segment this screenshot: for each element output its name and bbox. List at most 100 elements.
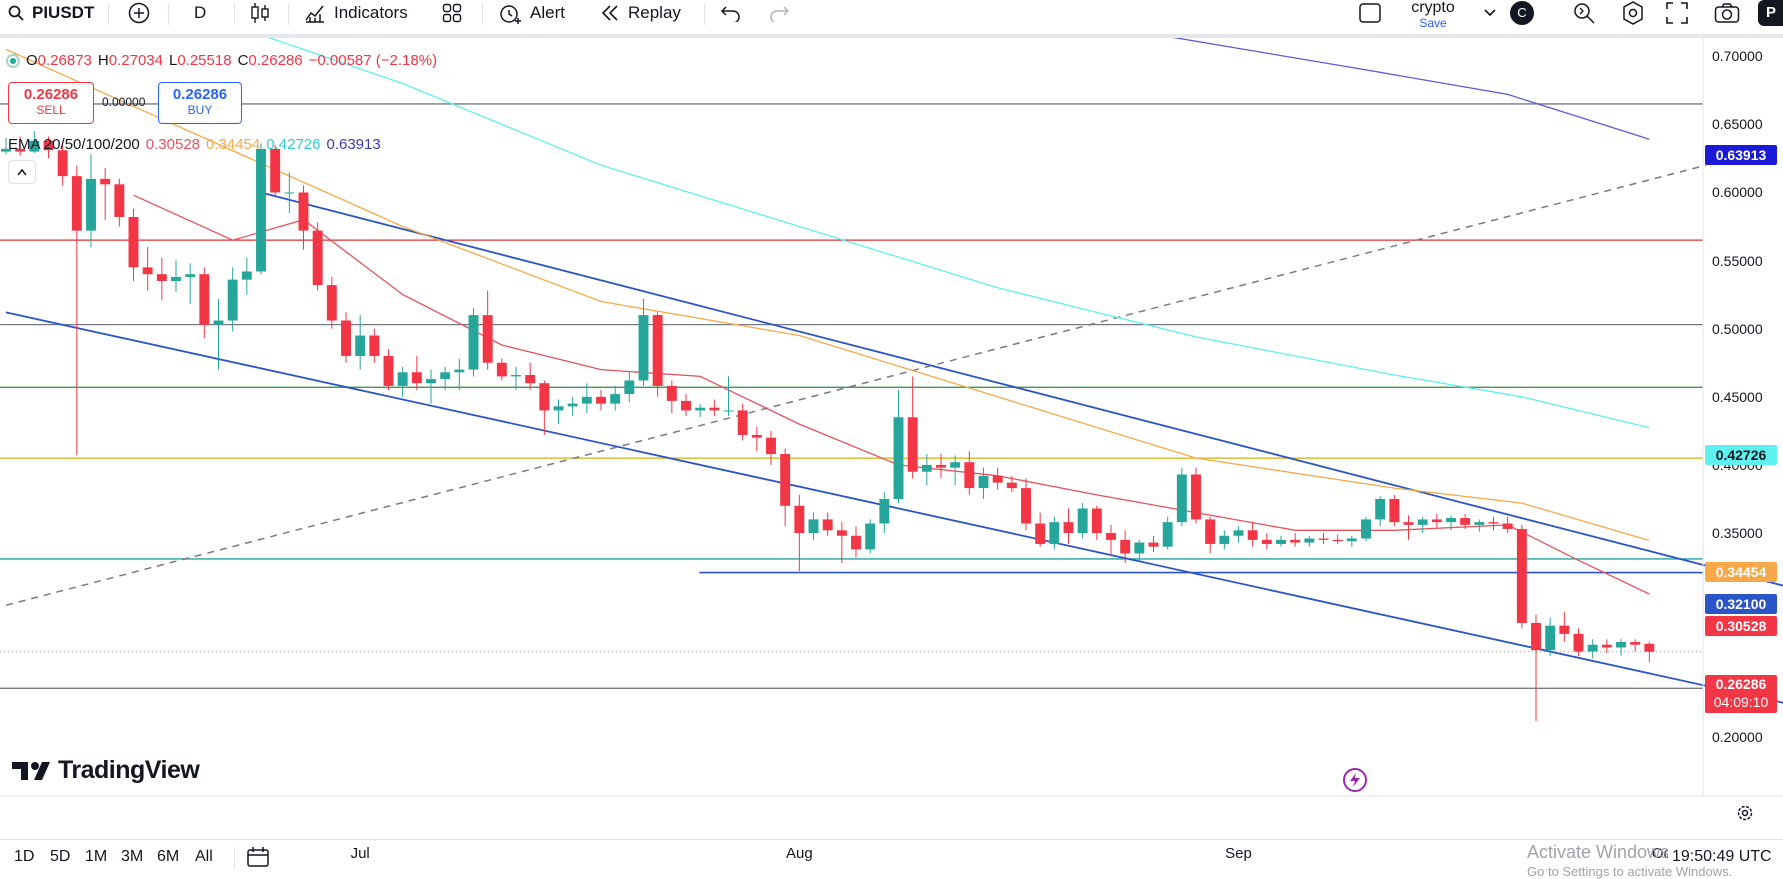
tradingview-logo[interactable]: TradingView — [12, 756, 200, 785]
go-to-date-button[interactable] — [246, 846, 270, 873]
fullscreen-button[interactable] — [1666, 0, 1688, 26]
candle-body — [1516, 528, 1527, 623]
divider — [168, 3, 169, 25]
replay-button[interactable]: Replay — [600, 0, 681, 26]
search-icon — [8, 5, 24, 21]
symbol-search[interactable]: PIUSDT — [8, 0, 94, 26]
chart-type-button[interactable] — [250, 0, 270, 26]
axis-settings-button[interactable] — [1736, 804, 1754, 827]
layouts-button[interactable] — [442, 0, 462, 26]
candle-body — [1531, 622, 1541, 651]
buy-button[interactable]: 0.26286 BUY — [158, 82, 242, 124]
candle-body — [737, 410, 748, 435]
candle-body — [128, 216, 139, 268]
candle-body — [978, 475, 989, 489]
candle-body — [1573, 633, 1584, 652]
price-axis-label: 0.55000 — [1712, 252, 1763, 269]
candle-body — [865, 523, 876, 550]
price-chart[interactable] — [0, 38, 1783, 828]
interval-button[interactable]: D — [194, 0, 206, 26]
undo-button[interactable] — [720, 0, 742, 26]
candle-body — [355, 335, 366, 356]
redo-button[interactable] — [768, 0, 790, 26]
quick-search-button[interactable] — [1572, 0, 1596, 26]
candle-body — [1063, 522, 1074, 534]
candle-body — [100, 178, 111, 185]
candle-body — [1, 148, 11, 152]
candle-body — [482, 315, 493, 363]
range-6m[interactable]: 6M — [157, 848, 180, 865]
range-5d[interactable]: 5D — [50, 848, 71, 865]
divider — [288, 3, 289, 25]
candle-body — [794, 505, 805, 534]
candle-body — [1502, 523, 1513, 529]
indicators-button[interactable]: Indicators — [304, 0, 408, 26]
square-icon — [1359, 3, 1381, 23]
windows-watermark: Activate Windows — [1527, 842, 1670, 862]
symbol-name: PIUSDT — [32, 3, 95, 22]
layout-menu-button[interactable] — [1484, 0, 1496, 26]
level-price-tag: 0.32100 — [1705, 594, 1777, 614]
layout-name-button[interactable]: crypto Save — [1398, 0, 1468, 30]
utc-clock[interactable]: 19:50:49 UTC — [1668, 848, 1772, 866]
candle-body — [1403, 522, 1414, 525]
range-1d[interactable]: 1D — [14, 848, 35, 865]
candle-body — [780, 454, 791, 506]
bottom-toolbar: 1D 5D 1M 3M 6M All Activate Windows Go t… — [0, 839, 1783, 879]
sell-price: 0.26286 — [23, 86, 79, 103]
open-value: 0.26873 — [37, 52, 92, 69]
candle-body — [57, 150, 68, 177]
candle-body — [71, 176, 82, 231]
redo-icon — [770, 6, 790, 22]
settings-button[interactable] — [1621, 0, 1645, 26]
candle-body — [709, 407, 720, 411]
candle-body — [751, 434, 762, 438]
candle-body — [284, 192, 295, 194]
range-3m[interactable]: 3M — [121, 848, 144, 865]
avatar[interactable]: C — [1510, 1, 1534, 25]
alert-label: Alert — [530, 3, 565, 22]
candle-body — [270, 148, 281, 193]
range-all[interactable]: All — [195, 848, 213, 865]
range-1m[interactable]: 1M — [85, 848, 108, 865]
events-button[interactable] — [1343, 768, 1367, 792]
candle-body — [610, 394, 621, 404]
replay-label: Replay — [628, 3, 681, 22]
chart-area[interactable]: O 0.26873 H 0.27034 L 0.25518 C 0.26286 −0.0… — [0, 38, 1783, 862]
candle-body — [43, 140, 54, 151]
candle-body — [1021, 488, 1031, 524]
candle-body — [1106, 533, 1116, 540]
ema50-line — [5, 48, 1650, 542]
candle-body — [1488, 522, 1499, 524]
publish-button[interactable]: P — [1758, 0, 1783, 26]
ema-legend[interactable]: EMA 20/50/100/200 0.30528 0.34454 0.4272… — [8, 136, 381, 153]
snapshot-button[interactable] — [1714, 0, 1740, 26]
candle-body — [298, 192, 309, 231]
candle-body — [468, 315, 479, 370]
price-axis-label: 0.20000 — [1712, 729, 1763, 746]
ema20-tag-value: 0.30528 — [1715, 618, 1767, 634]
candle-body — [426, 379, 436, 384]
open-label: O — [26, 52, 38, 69]
indicators-label: Indicators — [334, 3, 408, 22]
divider — [108, 3, 109, 25]
ema200-tag-value: 0.63913 — [1715, 147, 1767, 163]
candle-body — [553, 406, 564, 411]
sell-label: SELL — [36, 103, 66, 117]
candle-body — [652, 315, 663, 386]
fullscreen-toggle-button[interactable] — [1358, 0, 1382, 26]
undo-icon — [720, 6, 740, 22]
alert-button[interactable]: Alert — [498, 0, 565, 26]
candle-body — [681, 400, 691, 411]
candle-body — [142, 267, 153, 275]
candle-body — [369, 335, 380, 356]
ema200-line — [1172, 38, 1650, 140]
candle-body — [29, 140, 40, 152]
collapse-legend-button[interactable] — [8, 160, 36, 184]
change-value: −0.00587 (−2.18%) — [308, 52, 438, 69]
time-axis-label: Aug — [785, 845, 813, 862]
candle-body — [1644, 643, 1655, 652]
sell-button[interactable]: 0.26286 SELL — [8, 82, 94, 124]
alarm-clock-icon — [500, 5, 521, 24]
compare-button[interactable] — [128, 0, 150, 26]
